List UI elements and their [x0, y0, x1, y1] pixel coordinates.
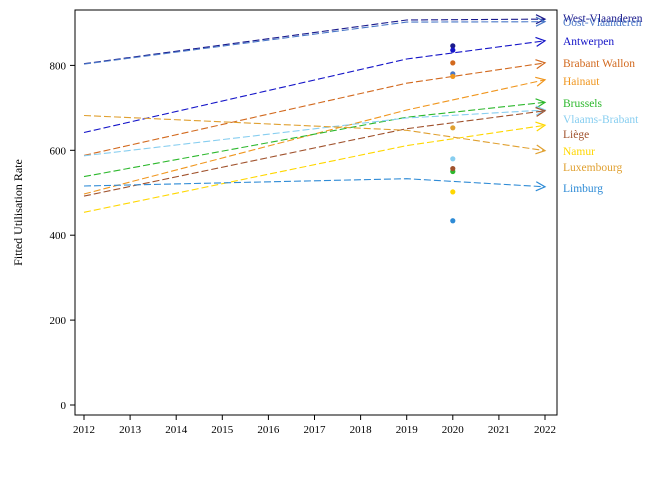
x-tick-label: 2013: [119, 424, 142, 436]
x-tick-label: 2020: [442, 424, 465, 436]
arrowhead-vlaams-brabant: [535, 105, 547, 116]
arrowhead-limburg: [535, 181, 547, 192]
y-tick-label: 800: [50, 60, 67, 72]
x-tick-label: 2016: [257, 424, 280, 436]
series-label-li-ge: Liège: [563, 129, 589, 141]
y-tick-label: 0: [61, 400, 67, 412]
x-tick-label: 2021: [488, 424, 510, 436]
observed-point-hainaut: [450, 73, 456, 80]
x-tick-label: 2018: [350, 424, 373, 436]
series-label-luxembourg: Luxembourg: [563, 162, 622, 174]
arrowhead-oost-vlaanderen: [535, 16, 547, 27]
series-line-hainaut: [83, 79, 546, 195]
observed-point-luxembourg: [450, 125, 456, 131]
series-label-oost-vlaanderen: Oost-Vlaanderen: [563, 17, 642, 29]
y-tick-label: 600: [50, 145, 67, 157]
y-tick-label: 200: [50, 315, 67, 327]
series-line-antwerpen: [83, 40, 546, 134]
series-line-brabant-wallon: [83, 62, 546, 156]
series-label-antwerpen: Antwerpen: [563, 36, 614, 48]
observed-point-limburg: [450, 218, 456, 224]
series-label-limburg: Limburg: [563, 183, 603, 195]
observed-points-layer: [450, 43, 456, 224]
observed-point-vlaams-brabant: [450, 156, 456, 162]
arrowhead-namur: [535, 121, 547, 132]
observed-point-li-ge: [450, 165, 456, 172]
x-tick-label: 2014: [165, 424, 188, 436]
series-line-brussels: [83, 101, 546, 178]
x-tick-label: 2022: [534, 424, 556, 436]
observed-point-west-vlaanderen: [450, 43, 456, 49]
arrowhead-brussels: [535, 98, 547, 109]
observed-point-antwerpen: [450, 47, 456, 53]
series-label-west-vlaanderen: West-Vlaanderen: [563, 13, 643, 25]
x-tick-label: 2019: [396, 424, 419, 436]
y-tick-label: 400: [50, 230, 67, 242]
series-label-vlaams-brabant: Vlaams-Brabant: [563, 114, 639, 126]
axes: 2012 2013 2014 2015 2016 2017 2018 2019 2020 2021…: [50, 9, 558, 436]
series-label-brussels: Brussels: [563, 98, 603, 110]
series-line-limburg: [83, 178, 546, 188]
series-label-brabant-wallon: Brabant Wallon: [563, 58, 635, 70]
plot-frame: [74, 9, 558, 416]
series-line-li-ge: [83, 110, 546, 197]
x-tick-label: 2015: [211, 424, 234, 436]
arrowhead-li-ge: [535, 106, 547, 117]
x-tick-label: 2012: [73, 424, 95, 436]
arrowhead-brabant-wallon: [535, 59, 547, 70]
observed-point-brabant-wallon: [450, 60, 456, 66]
series-layer: [83, 14, 547, 213]
series-line-west-vlaanderen: [83, 18, 546, 65]
series-line-oost-vlaanderen: [83, 21, 546, 65]
arrowhead-hainaut: [535, 76, 547, 87]
arrowhead-west-vlaanderen: [535, 14, 547, 25]
series-label-namur: Namur: [563, 146, 595, 158]
series-line-vlaams-brabant: [83, 109, 546, 157]
series-line-namur: [83, 124, 546, 213]
arrowhead-antwerpen: [535, 36, 547, 47]
observed-point-namur: [450, 189, 456, 195]
arrowhead-luxembourg: [535, 144, 547, 155]
series-label-hainaut: Hainaut: [563, 76, 600, 88]
x-tick-label: 2017: [304, 424, 327, 436]
series-line-luxembourg: [83, 114, 546, 152]
y-axis-title: Fitted Utilisation Rate: [11, 159, 25, 266]
